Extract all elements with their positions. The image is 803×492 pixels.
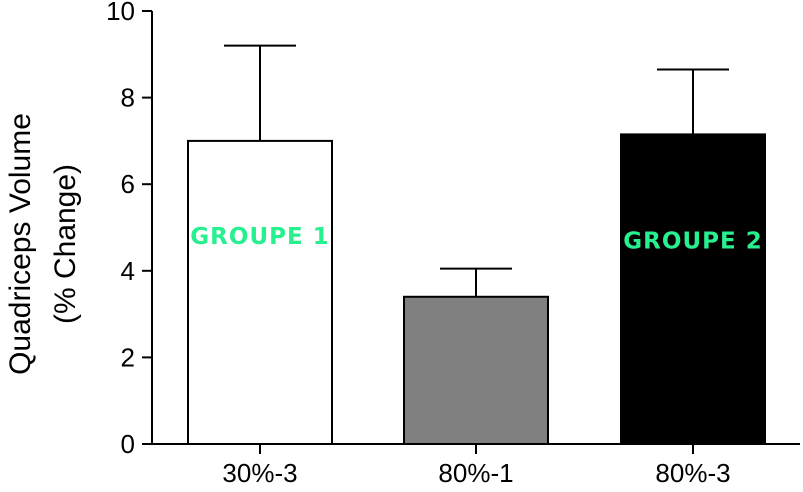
y-tick-label: 2	[121, 342, 135, 372]
x-tick-label: 80%-3	[655, 458, 730, 488]
y-tick-label: 4	[121, 256, 135, 286]
x-tick-label: 30%-3	[222, 458, 297, 488]
y-tick-label: 8	[121, 83, 135, 113]
x-tick-label: 80%-1	[438, 458, 513, 488]
bar-annotation: GROUPE 2	[623, 228, 762, 254]
y-tick-label: 6	[121, 169, 135, 199]
bar	[403, 295, 549, 445]
y-axis-title: Quadriceps Volume (% Change)	[4, 113, 82, 375]
bar-annotation: GROUPE 1	[190, 224, 329, 250]
y-axis-title-line1: Quadriceps Volume	[4, 113, 37, 375]
y-axis-title-line2: (% Change)	[49, 164, 82, 324]
axes: 0 2 4 6 8 10 30%-3 80%-1 80%-3	[106, 0, 800, 488]
y-tick-label: 10	[106, 0, 135, 26]
bar	[620, 133, 766, 445]
bar	[187, 139, 333, 445]
bars	[187, 44, 766, 445]
annotations: GROUPE 1 GROUPE 2	[190, 224, 762, 254]
y-tick-label: 0	[121, 429, 135, 459]
